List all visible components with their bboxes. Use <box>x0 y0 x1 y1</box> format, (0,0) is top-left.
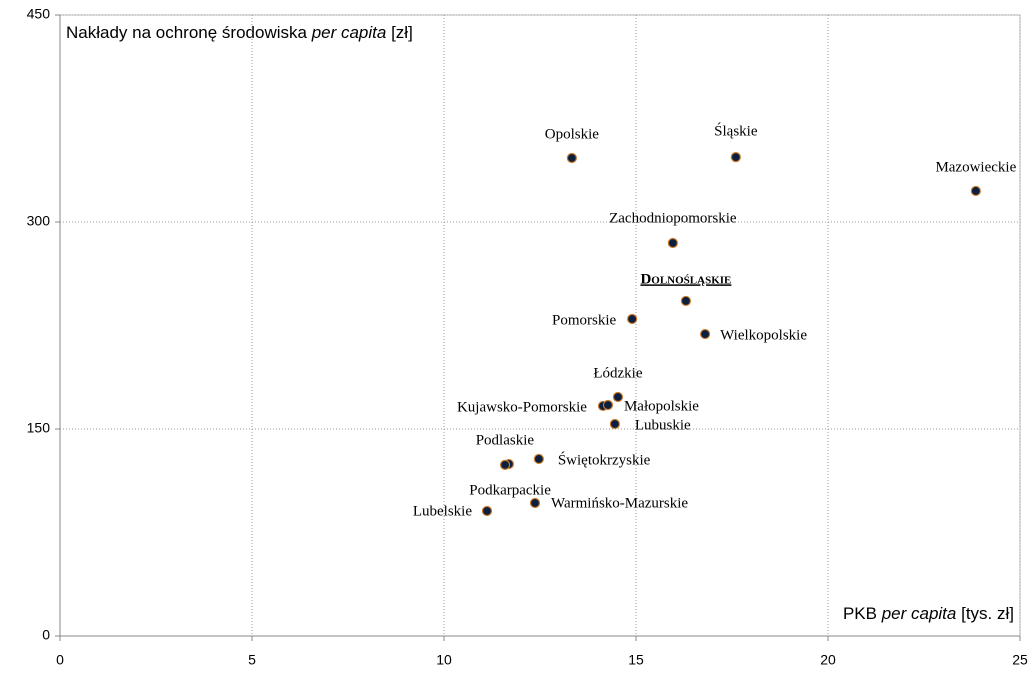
x-tick-label: 5 <box>248 652 256 668</box>
point <box>481 505 493 517</box>
point-label: Świętokrzyskie <box>558 451 651 468</box>
point <box>667 237 678 249</box>
point-label: Lubuskie <box>635 417 691 433</box>
point-label: Kujawsko-Pomorskie <box>457 399 587 415</box>
plot-frame <box>59 14 1021 637</box>
point <box>970 185 981 197</box>
y-axis-title-part: Nakłady na ochronę środowiska <box>66 23 312 42</box>
x-axis-title: PKB per capita [tys. zł] <box>843 604 1014 623</box>
point <box>533 453 544 465</box>
point-label: Dolnośląskie <box>640 271 731 287</box>
y-axis-title-part: [zł] <box>386 23 412 42</box>
point-label: Mazowieckie <box>935 159 1016 175</box>
x-tick-label: 0 <box>56 652 64 668</box>
point <box>730 152 741 163</box>
point <box>680 295 692 307</box>
point <box>627 313 638 325</box>
y-tick-label: 0 <box>42 627 50 643</box>
point-label: Śląskie <box>714 123 758 140</box>
point-label: Lubelskie <box>413 503 472 519</box>
x-axis-title-part: PKB <box>843 604 882 623</box>
x-tick-label: 10 <box>436 652 452 668</box>
y-axis-title: Nakłady na ochronę środowiska per capita… <box>66 23 413 42</box>
point-label: Opolskie <box>545 126 600 142</box>
x-tick-label: 15 <box>628 652 644 668</box>
point-label: Podlaskie <box>476 432 535 448</box>
point-label: Zachodniopomorskie <box>609 210 737 226</box>
x-axis-title-part: [tys. zł] <box>956 604 1014 623</box>
point <box>612 391 624 403</box>
point <box>609 418 620 430</box>
point <box>529 497 541 509</box>
point <box>566 152 577 164</box>
point-label: Warmińsko-Mazurskie <box>551 495 688 511</box>
x-tick-label: 25 <box>1012 652 1028 668</box>
point <box>700 328 711 340</box>
point-label: Łódzkie <box>593 365 642 381</box>
y-tick-label: 450 <box>27 6 51 22</box>
point-label: Podkarpackie <box>469 482 551 498</box>
point <box>602 399 614 411</box>
y-tick-label: 300 <box>27 213 51 229</box>
y-tick-label: 150 <box>27 420 51 436</box>
point-label: Pomorskie <box>552 312 617 328</box>
x-axis-title-part: per capita <box>881 604 957 623</box>
point-label: Małopolskie <box>624 398 699 414</box>
point <box>499 459 511 470</box>
x-tick-label: 20 <box>820 652 836 668</box>
y-axis-title-part: per capita <box>311 23 387 42</box>
point-label: Wielkopolskie <box>720 327 807 343</box>
